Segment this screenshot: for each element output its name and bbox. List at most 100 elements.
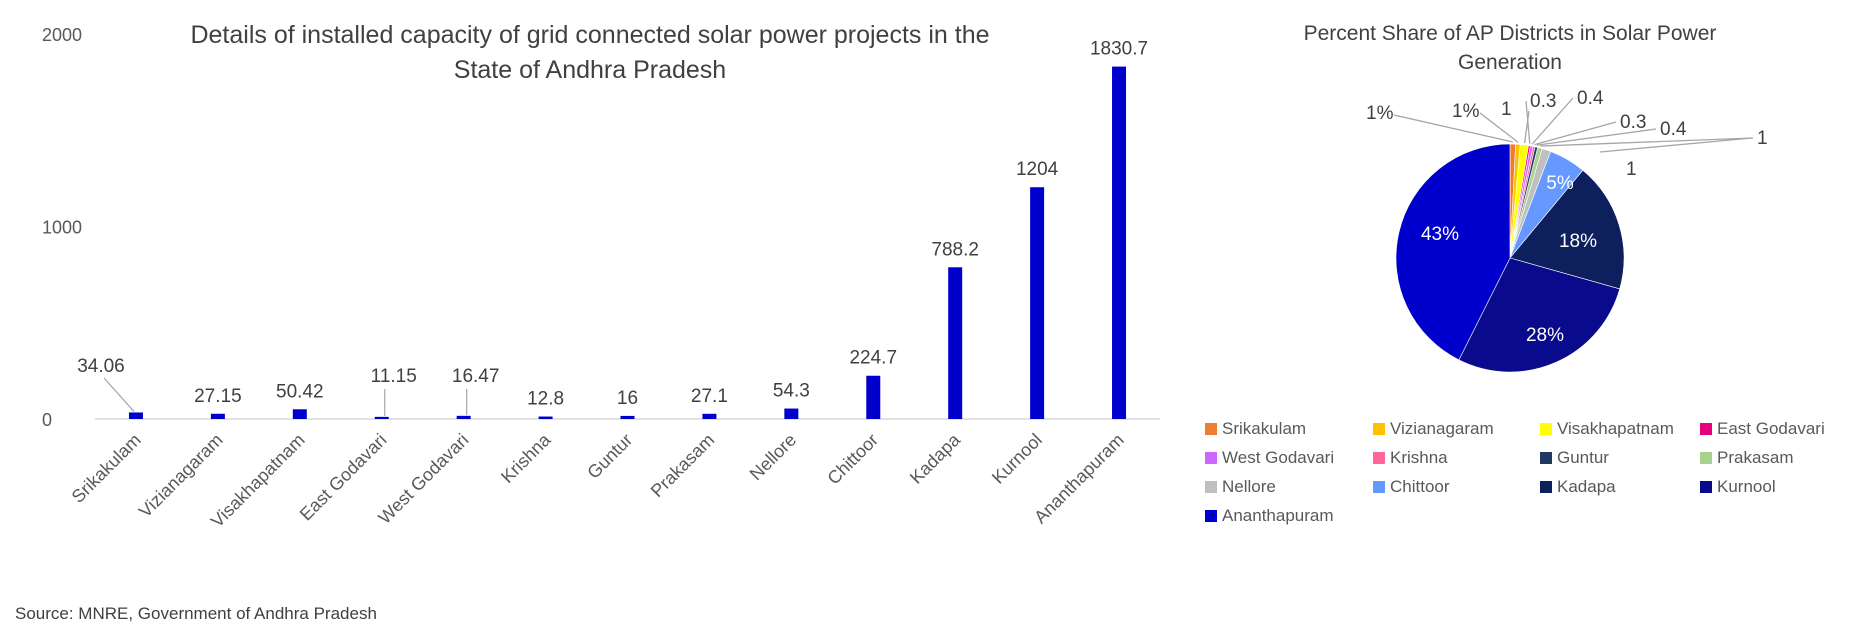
x-tick-label: Kurnool (988, 430, 1046, 488)
bar-data-label: 12.8 (527, 389, 564, 410)
x-tick-label: Srikakulam (68, 430, 145, 507)
bar-series (128, 66, 1127, 420)
legend-label: Kadapa (1557, 477, 1616, 496)
pie-data-label: 0.3 (1530, 91, 1556, 112)
legend-swatch (1205, 423, 1217, 435)
legend-item-ananthapuram: Ananthapuram (1205, 506, 1334, 525)
legend-item-vizianagaram: Vizianagaram (1373, 419, 1494, 438)
pie-data-label: 1 (1626, 159, 1637, 180)
pie-label-leader (1523, 110, 1530, 144)
legend-swatch (1205, 452, 1217, 464)
bar-ananthapuram (1112, 66, 1127, 420)
pie-data-label: 0.3 (1620, 112, 1646, 133)
pie-slice-kadapa (1509, 169, 1625, 290)
legend-swatch (1700, 452, 1712, 464)
pie-data-label: 1 (1501, 99, 1512, 120)
legend-label: Nellore (1222, 477, 1276, 496)
legend-label: Chittoor (1390, 477, 1450, 496)
pie-data-label: 0.4 (1660, 119, 1687, 140)
legend-label: Vizianagaram (1390, 419, 1494, 438)
bar-data-label: 788.2 (931, 239, 979, 260)
pie-label-leader (1536, 128, 1657, 146)
bar-data-label: 224.7 (849, 348, 897, 369)
bar-visakhapatnam (292, 409, 307, 419)
y-tick-label: 0 (42, 410, 52, 430)
bar-x-tick-labels: SrikakulamVizianagaramVisakhapatnamEast … (68, 429, 1128, 531)
legend-label: West Godavari (1222, 448, 1334, 467)
legend-label: Srikakulam (1222, 419, 1306, 438)
bar-nellore (784, 408, 799, 419)
bar-title-line: Details of installed capacity of grid co… (190, 21, 989, 49)
x-tick-label: Nellore (746, 430, 800, 484)
pie-title-line: Percent Share of AP Districts in Solar P… (1304, 22, 1717, 45)
x-tick-label: Chittoor (823, 430, 882, 489)
bar-srikakulam (128, 412, 143, 419)
pie-data-label: 18% (1559, 231, 1597, 252)
pie-label-leader (1534, 121, 1617, 146)
x-tick-label: Guntur (583, 430, 636, 483)
pie-data-labels: 1% 1% 1 0.3 0.4 0.3 0.4 1 1 5% 18% 28% 43% (1366, 88, 1768, 346)
pie-title-line: Generation (1458, 51, 1562, 74)
pie-label-leader (1540, 137, 1754, 147)
pie-data-label: 28% (1526, 325, 1564, 346)
legend-label: Prakasam (1717, 448, 1794, 467)
source-note: Source: MNRE, Government of Andhra Prade… (15, 604, 377, 623)
legend-swatch (1700, 481, 1712, 493)
bar-east-godavari (374, 416, 389, 419)
pie-data-label: 1% (1452, 101, 1480, 122)
pie-label-leader (1393, 114, 1514, 143)
pie-data-label: 5% (1546, 173, 1574, 194)
bar-data-label: 50.42 (276, 381, 324, 402)
bar-data-label: 11.15 (371, 366, 417, 387)
bar-vizianagaram (210, 413, 225, 419)
legend-item-nellore: Nellore (1205, 477, 1276, 496)
pie-chart: Percent Share of AP Districts in Solar P… (1205, 22, 1825, 525)
pie-slice-ananthapuram (1395, 143, 1511, 361)
bar-chittoor (866, 375, 881, 419)
legend-swatch (1373, 452, 1385, 464)
legend-swatch (1540, 452, 1552, 464)
legend-label: East Godavari (1717, 419, 1825, 438)
y-tick-label: 2000 (42, 25, 82, 45)
pie-legend: Srikakulam Vizianagaram Visakhapatnam East … (1205, 419, 1825, 525)
legend-label: Kurnool (1717, 477, 1776, 496)
bar-data-label: 1830.7 (1090, 39, 1148, 60)
pie-chart-title: Percent Share of AP Districts in Solar P… (1304, 22, 1717, 74)
bar-chart: Details of installed capacity of grid co… (42, 21, 1160, 531)
bar-prakasam (702, 413, 717, 419)
legend-item-srikakulam: Srikakulam (1205, 419, 1306, 438)
legend-item-guntur: Guntur (1540, 448, 1609, 467)
pie-data-label: 43% (1421, 224, 1459, 245)
legend-item-kurnool: Kurnool (1700, 477, 1776, 496)
bar-data-label: 27.1 (691, 386, 728, 407)
legend-item-prakasam: Prakasam (1700, 448, 1794, 467)
legend-label: Ananthapuram (1222, 506, 1334, 525)
bar-guntur (620, 415, 635, 419)
x-tick-label: East Godavari (296, 430, 391, 525)
x-tick-label: Kadapa (906, 429, 965, 488)
legend-swatch (1205, 481, 1217, 493)
legend-swatch (1205, 510, 1217, 522)
legend-label: Visakhapatnam (1557, 419, 1674, 438)
bar-data-label: 34.06 (77, 356, 125, 377)
pie-slice-kurnool (1458, 257, 1621, 373)
pie-label-leader (1599, 137, 1753, 153)
bar-kadapa (948, 267, 963, 419)
pie-data-label: 1 (1757, 128, 1768, 149)
bar-data-label: 27.15 (194, 386, 242, 407)
pie-label-leader (1525, 100, 1531, 144)
bar-data-labels: 34.06 27.15 50.42 11.15 16.47 12.8 16 27.1 54.3 2… (77, 39, 1148, 416)
bar-data-label: 16.47 (452, 366, 500, 387)
legend-item-west-godavari: West Godavari (1205, 448, 1334, 467)
legend-swatch (1700, 423, 1712, 435)
legend-swatch (1540, 423, 1552, 435)
bar-west-godavari (456, 415, 471, 419)
bar-title-line: State of Andhra Pradesh (454, 56, 726, 84)
x-tick-label: Prakasam (647, 430, 718, 501)
pie-label-leader (1531, 97, 1574, 145)
legend-item-east-godavari: East Godavari (1700, 419, 1825, 438)
y-tick-label: 1000 (42, 218, 82, 238)
bar-chart-title: Details of installed capacity of grid co… (190, 21, 989, 84)
x-tick-label: Vizianagaram (135, 430, 227, 522)
